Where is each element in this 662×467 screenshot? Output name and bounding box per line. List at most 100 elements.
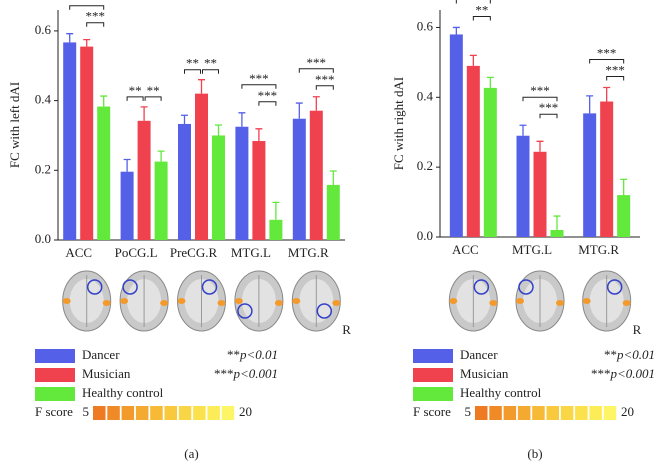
significance-label: *** [249, 71, 269, 86]
legend-swatch [413, 387, 453, 401]
bar [269, 219, 283, 240]
y-tick-label: 0.6 [417, 18, 434, 33]
y-tick-label: 0.4 [417, 88, 434, 103]
colorbar-cell [178, 406, 192, 420]
colorbar-cell [93, 406, 106, 420]
colorbar-cell [517, 406, 531, 420]
bar [583, 113, 597, 237]
colorbar-cell [107, 406, 120, 420]
y-axis-label: FC with right dAI [391, 77, 406, 171]
x-tick-label: ACC [452, 242, 479, 257]
significance-bracket [258, 101, 277, 106]
bar [483, 87, 497, 237]
activation [217, 300, 226, 306]
significance-label: *** [539, 100, 559, 115]
significance-label: ** [129, 83, 142, 98]
error-bar [181, 114, 188, 124]
bar [235, 126, 249, 240]
bar [533, 151, 547, 237]
y-tick-label: 0.2 [35, 161, 51, 176]
colorbar-cell [546, 406, 559, 420]
error-bar [215, 124, 222, 136]
activation [556, 300, 564, 306]
significance-label: *** [85, 9, 105, 24]
significance-bracket [472, 15, 491, 21]
p-value-stars: ** [604, 347, 617, 362]
error-bar [312, 96, 320, 111]
y-tick-label: 0.0 [35, 231, 51, 246]
p-value-text: p<0.001 [609, 366, 655, 381]
error-bar [486, 76, 494, 88]
roi-circle [122, 279, 138, 295]
significance-bracket [69, 5, 105, 10]
legend-swatch [35, 387, 75, 401]
significance-bracket [315, 85, 334, 90]
activation [177, 298, 186, 304]
significance-label: ** [186, 56, 199, 71]
error-bar [295, 102, 303, 119]
x-tick-label: MTG.R [288, 245, 329, 260]
error-bar [198, 79, 205, 94]
colorbar-max: 20 [239, 404, 252, 419]
colorbar-label: F score [413, 404, 451, 419]
significance-bracket [202, 69, 219, 74]
p-value-text: p<0.01 [239, 347, 278, 362]
significance-bracket [241, 84, 277, 89]
significance-bracket [298, 68, 334, 73]
y-tick-label: 0.6 [35, 22, 52, 37]
bar [97, 106, 111, 240]
bar [600, 101, 614, 237]
bar [326, 184, 340, 240]
significance-label: *** [315, 72, 335, 87]
colorbar-cell [135, 406, 149, 420]
bar [212, 135, 225, 240]
x-tick-label: PreCG.R [170, 245, 218, 260]
significance-bracket [184, 69, 201, 74]
p-value-stars: ** [227, 347, 240, 362]
y-tick-label: 0.2 [417, 158, 433, 173]
colorbar-min: 5 [465, 404, 472, 419]
activation [292, 298, 301, 304]
significance-bracket [522, 96, 558, 102]
activation [160, 300, 169, 306]
legend-label: Musician [82, 366, 131, 381]
bar [449, 34, 463, 238]
error-bar [272, 201, 280, 220]
p-value-note: ***p<0.001 [214, 366, 278, 381]
activation [274, 300, 283, 306]
bar [154, 161, 168, 240]
error-bar [140, 106, 148, 121]
bar [550, 230, 564, 237]
colorbar-cell [503, 406, 517, 420]
significance-bracket [539, 113, 558, 119]
significance-bracket [606, 76, 625, 81]
bar [309, 110, 323, 240]
colorbar-min: 5 [83, 404, 90, 419]
p-value-stars: *** [591, 366, 611, 381]
bar [120, 171, 134, 240]
significance-label: *** [530, 83, 550, 98]
orientation-label: R [633, 322, 642, 337]
colorbar-cell [164, 406, 177, 420]
roi-circle [316, 303, 333, 319]
roi-circle [86, 279, 103, 295]
bar [516, 135, 530, 237]
colorbar-cell [475, 406, 488, 420]
significance-label: *** [597, 46, 617, 61]
significance-label: ** [147, 83, 160, 98]
significance-bracket [589, 59, 625, 64]
y-tick-label: 0.0 [417, 228, 433, 243]
error-bar [238, 112, 246, 127]
significance-label: *** [307, 55, 327, 70]
legend-label: Dancer [460, 347, 498, 362]
significance-label: *** [77, 0, 97, 7]
bar [292, 118, 306, 240]
bar [252, 141, 266, 240]
p-value-note: **p<0.01 [604, 347, 655, 362]
activation [622, 300, 631, 306]
error-bar [100, 95, 108, 107]
error-bar [123, 158, 131, 172]
colorbar-cell [603, 406, 617, 420]
orientation-label: R [342, 322, 351, 337]
